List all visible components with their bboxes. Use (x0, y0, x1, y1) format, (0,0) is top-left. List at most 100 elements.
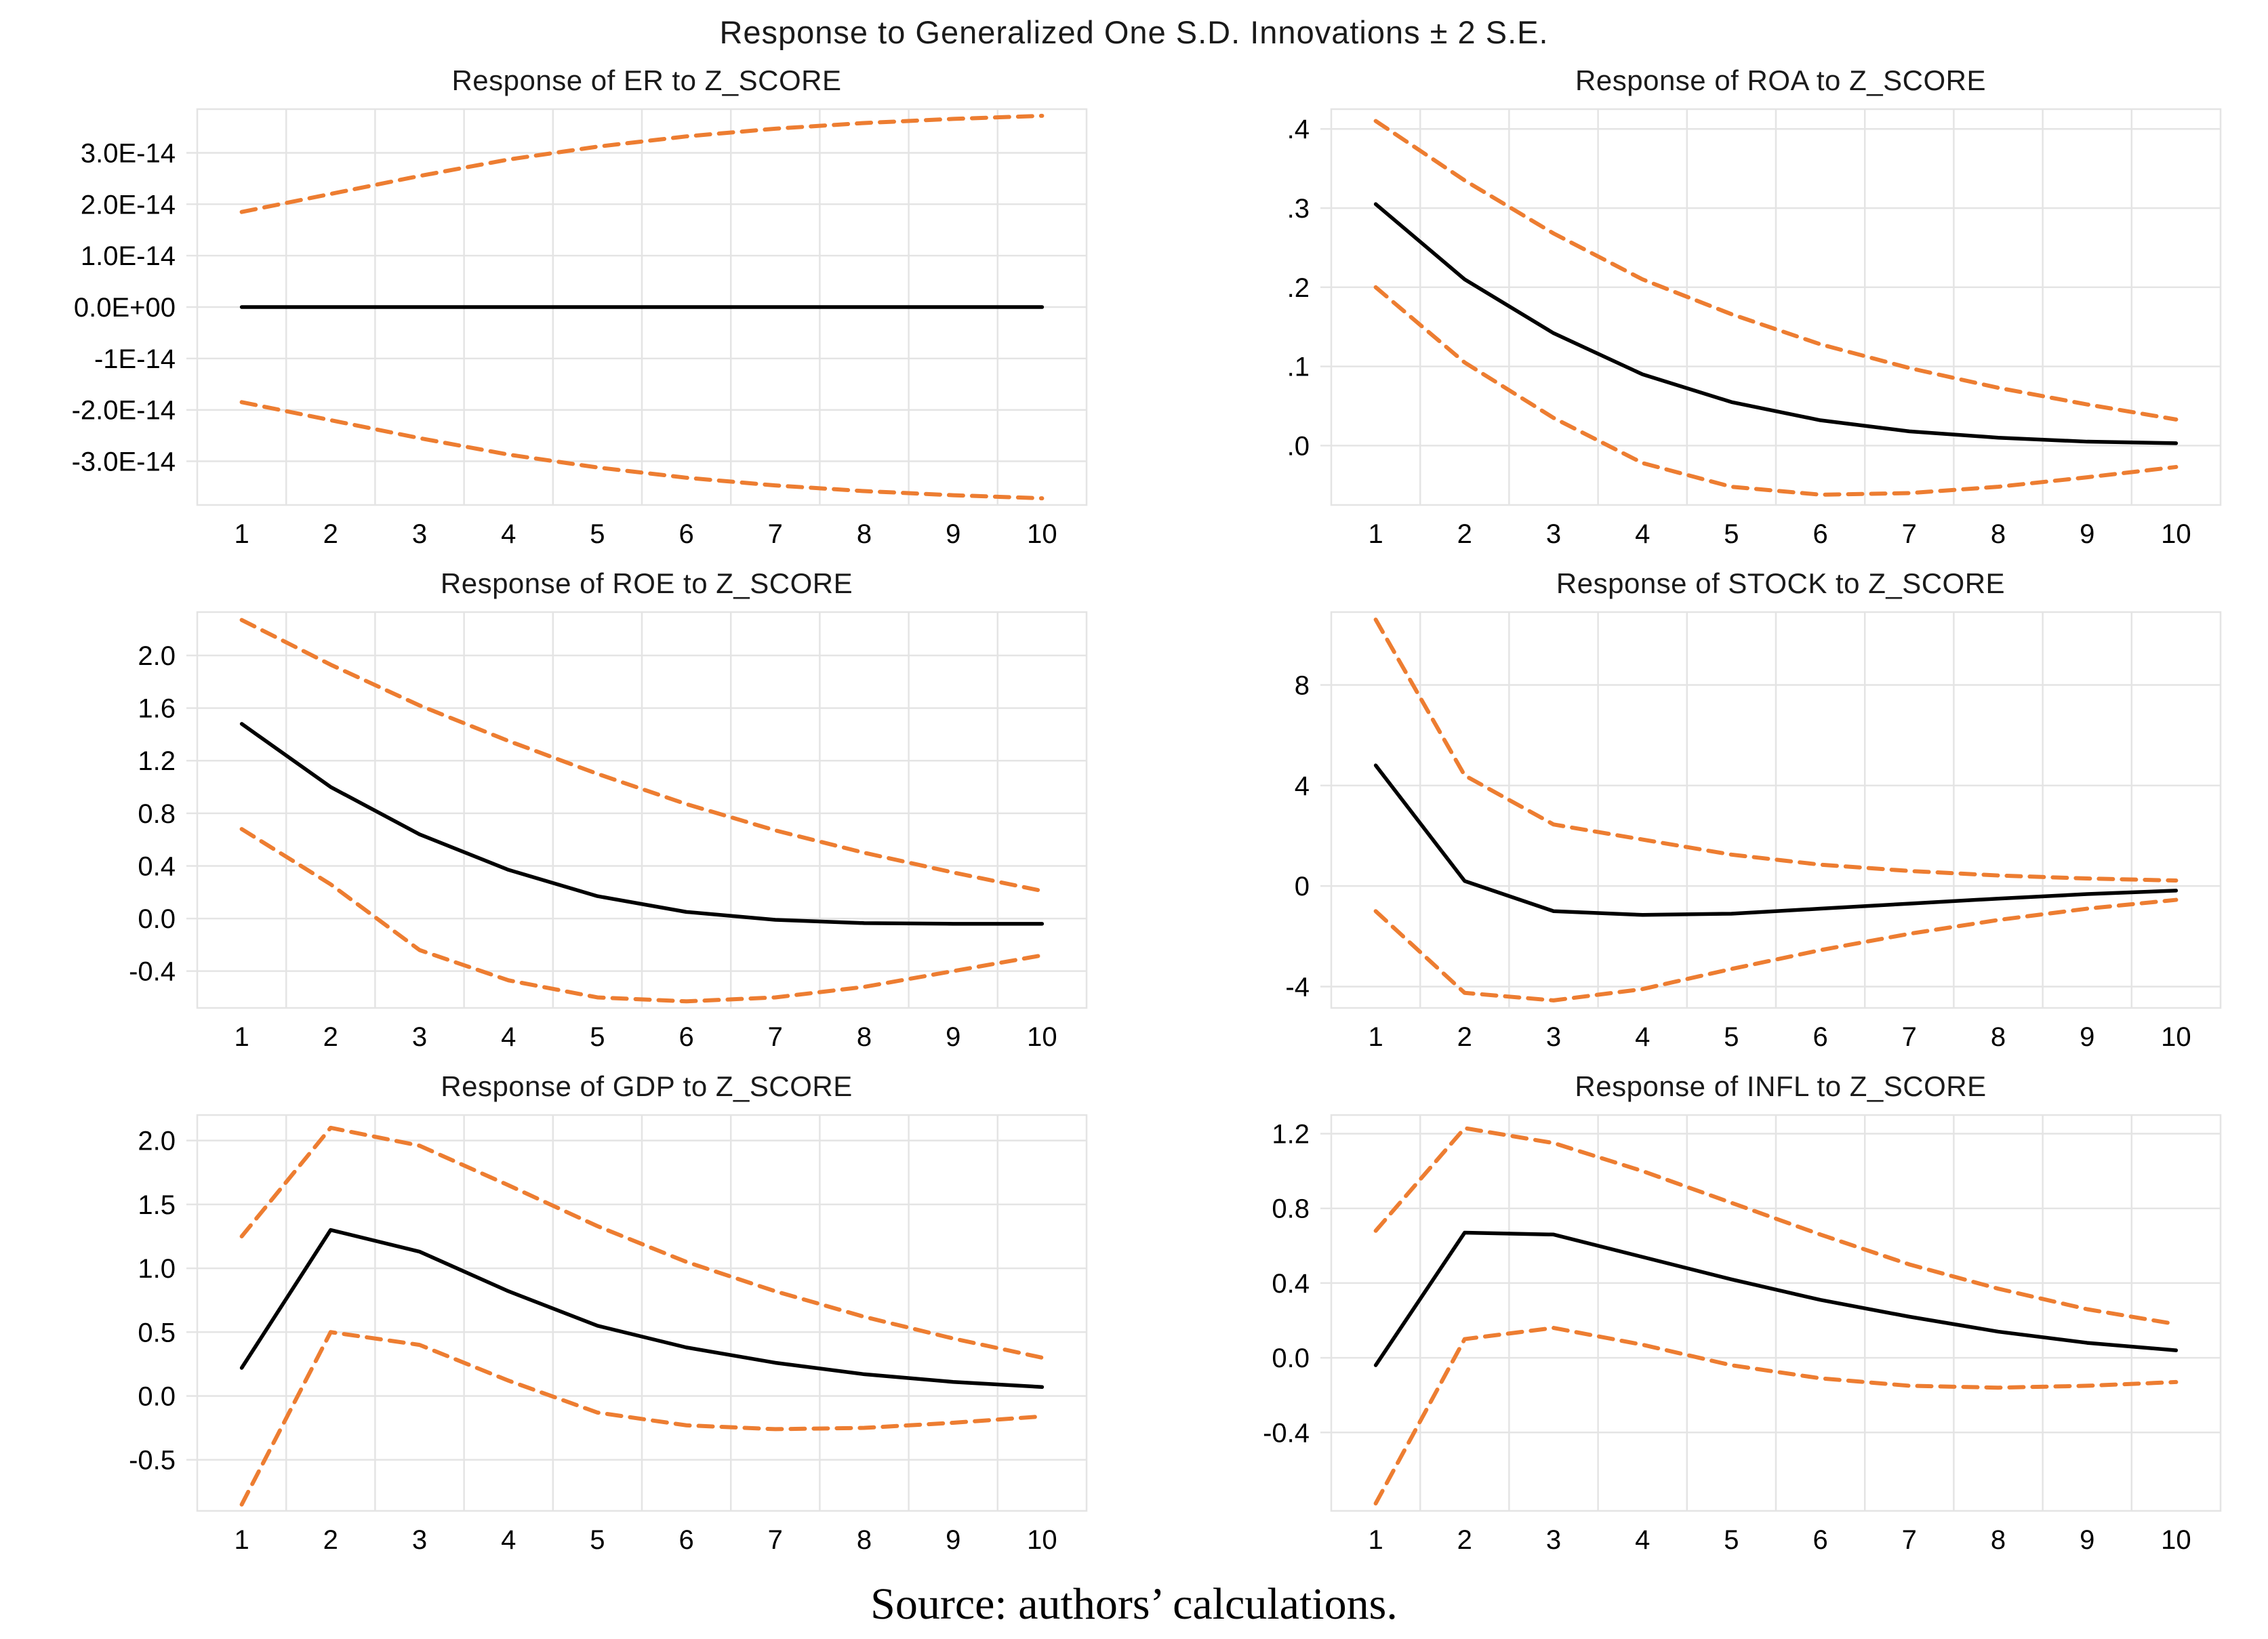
panels-grid: Response of ER to Z_SCORE 3.0E-14 2.0E-14… (0, 58, 2268, 1566)
svg-text:7: 7 (1901, 1525, 1916, 1555)
svg-text:0.0E+00: 0.0E+00 (73, 293, 175, 323)
irf-chart-gdp: 2.0 1.5 1.0 0.5 0.0 -0.5 1 2 3 4 5 6 7 8 9 10 (129, 1114, 1087, 1555)
svg-text:8: 8 (1990, 519, 2005, 549)
svg-text:8: 8 (1990, 1525, 2005, 1555)
svg-text:10: 10 (1027, 519, 1057, 549)
svg-text:1.0: 1.0 (138, 1254, 176, 1284)
svg-text:4: 4 (501, 519, 516, 549)
svg-text:4: 4 (1635, 519, 1650, 549)
svg-text:2.0: 2.0 (138, 641, 176, 671)
svg-text:.1: .1 (1287, 352, 1309, 382)
svg-text:1.0E-14: 1.0E-14 (80, 241, 175, 271)
svg-text:1.2: 1.2 (1272, 1120, 1310, 1150)
svg-text:.2: .2 (1287, 273, 1309, 303)
svg-text:3: 3 (411, 519, 426, 549)
panel-title: Response of GDP to Z_SCORE (441, 1070, 853, 1102)
panel-title: Response of INFL to Z_SCORE (1575, 1070, 1987, 1102)
svg-text:0.5: 0.5 (138, 1318, 176, 1348)
irf-panel-er: Response of ER to Z_SCORE 3.0E-14 2.0E-14… (0, 58, 1134, 561)
svg-text:1: 1 (1368, 1525, 1383, 1555)
svg-text:4: 4 (1635, 1022, 1650, 1052)
svg-text:2: 2 (1457, 519, 1472, 549)
svg-text:5: 5 (590, 1022, 605, 1052)
svg-text:7: 7 (767, 519, 782, 549)
svg-text:5: 5 (1724, 519, 1739, 549)
svg-text:6: 6 (1813, 519, 1827, 549)
svg-text:-4: -4 (1285, 972, 1310, 1002)
svg-text:10: 10 (2161, 519, 2191, 549)
svg-text:2: 2 (323, 1022, 338, 1052)
svg-text:7: 7 (767, 1525, 782, 1555)
svg-text:3: 3 (1545, 1022, 1560, 1052)
svg-text:1.2: 1.2 (138, 746, 176, 776)
svg-text:-3.0E-14: -3.0E-14 (71, 447, 175, 477)
svg-text:0.4: 0.4 (1272, 1269, 1310, 1299)
svg-text:2: 2 (323, 519, 338, 549)
panel-title: Response of ER to Z_SCORE (451, 64, 842, 96)
svg-text:3: 3 (1545, 519, 1560, 549)
irf-panel-gdp: Response of GDP to Z_SCORE 2.0 1.5 1.0 0.5 0… (0, 1064, 1134, 1566)
svg-text:2: 2 (1457, 1525, 1472, 1555)
svg-text:2.0E-14: 2.0E-14 (80, 190, 175, 220)
svg-text:2: 2 (323, 1525, 338, 1555)
svg-text:1: 1 (1368, 519, 1383, 549)
irf-chart-infl: 1.2 0.8 0.4 0.0 -0.4 1 2 3 4 5 6 7 8 9 10 (1263, 1114, 2221, 1555)
svg-text:7: 7 (1901, 519, 1916, 549)
svg-text:9: 9 (2080, 1022, 2094, 1052)
svg-text:.3: .3 (1287, 194, 1309, 224)
svg-text:0.0: 0.0 (138, 904, 176, 934)
svg-text:1.5: 1.5 (138, 1190, 176, 1220)
svg-text:4: 4 (1635, 1525, 1650, 1555)
svg-text:8: 8 (856, 519, 871, 549)
svg-text:0.0: 0.0 (1272, 1343, 1310, 1373)
svg-text:9: 9 (946, 519, 960, 549)
svg-text:8: 8 (856, 1022, 871, 1052)
svg-text:0.0: 0.0 (138, 1381, 176, 1411)
svg-text:8: 8 (856, 1525, 871, 1555)
svg-text:9: 9 (946, 1022, 960, 1052)
svg-text:0: 0 (1294, 872, 1309, 902)
irf-chart-roa: .4 .3 .2 .1 .0 1 2 3 4 5 6 7 8 9 10 (1287, 108, 2221, 549)
svg-text:5: 5 (1724, 1525, 1739, 1555)
svg-text:.0: .0 (1287, 431, 1309, 461)
svg-text:2.0: 2.0 (138, 1127, 176, 1156)
svg-text:5: 5 (590, 519, 605, 549)
irf-panel-roe: Response of ROE to Z_SCORE 2.0 1.6 1.2 0.8 0… (0, 561, 1134, 1064)
svg-text:.4: .4 (1287, 115, 1309, 144)
figure-title: Response to Generalized One S.D. Innovat… (719, 14, 1549, 50)
svg-text:-2.0E-14: -2.0E-14 (71, 396, 175, 426)
panel-title: Response of ROA to Z_SCORE (1575, 64, 1986, 96)
svg-text:-0.5: -0.5 (129, 1446, 176, 1476)
svg-text:3: 3 (411, 1022, 426, 1052)
panel-title: Response of ROE to Z_SCORE (440, 567, 853, 599)
irf-panel-roa: Response of ROA to Z_SCORE .4 .3 .2 .1 .0 1 2 3… (1134, 58, 2268, 561)
svg-text:6: 6 (1813, 1022, 1827, 1052)
svg-text:6: 6 (1813, 1525, 1827, 1555)
irf-chart-er: 3.0E-14 2.0E-14 1.0E-14 0.0E+00 -1E-14 -2.0E-… (71, 108, 1087, 549)
svg-text:4: 4 (501, 1022, 516, 1052)
svg-text:3: 3 (1545, 1525, 1560, 1555)
panel-title: Response of STOCK to Z_SCORE (1556, 567, 2006, 599)
svg-text:7: 7 (767, 1022, 782, 1052)
svg-text:4: 4 (1294, 771, 1309, 801)
irf-panel-stock: Response of STOCK to Z_SCORE 8 4 0 -4 1 2 3 4 5 6… (1134, 561, 2268, 1064)
svg-text:3.0E-14: 3.0E-14 (80, 138, 175, 168)
svg-text:6: 6 (679, 519, 693, 549)
svg-text:10: 10 (2161, 1022, 2191, 1052)
svg-text:4: 4 (501, 1525, 516, 1555)
svg-text:7: 7 (1901, 1022, 1916, 1052)
svg-text:10: 10 (1027, 1525, 1057, 1555)
svg-text:-0.4: -0.4 (1263, 1418, 1310, 1448)
svg-text:9: 9 (946, 1525, 960, 1555)
svg-text:8: 8 (1294, 671, 1309, 701)
svg-text:1: 1 (234, 519, 249, 549)
svg-text:10: 10 (1027, 1022, 1057, 1052)
svg-text:-1E-14: -1E-14 (94, 344, 175, 374)
irf-chart-stock: 8 4 0 -4 1 2 3 4 5 6 7 8 9 10 (1285, 611, 2221, 1052)
source-caption: Source: authors’ calculations. (870, 1579, 1398, 1629)
svg-text:3: 3 (411, 1525, 426, 1555)
svg-text:9: 9 (2080, 1525, 2094, 1555)
svg-text:6: 6 (679, 1022, 693, 1052)
svg-text:5: 5 (1724, 1022, 1739, 1052)
